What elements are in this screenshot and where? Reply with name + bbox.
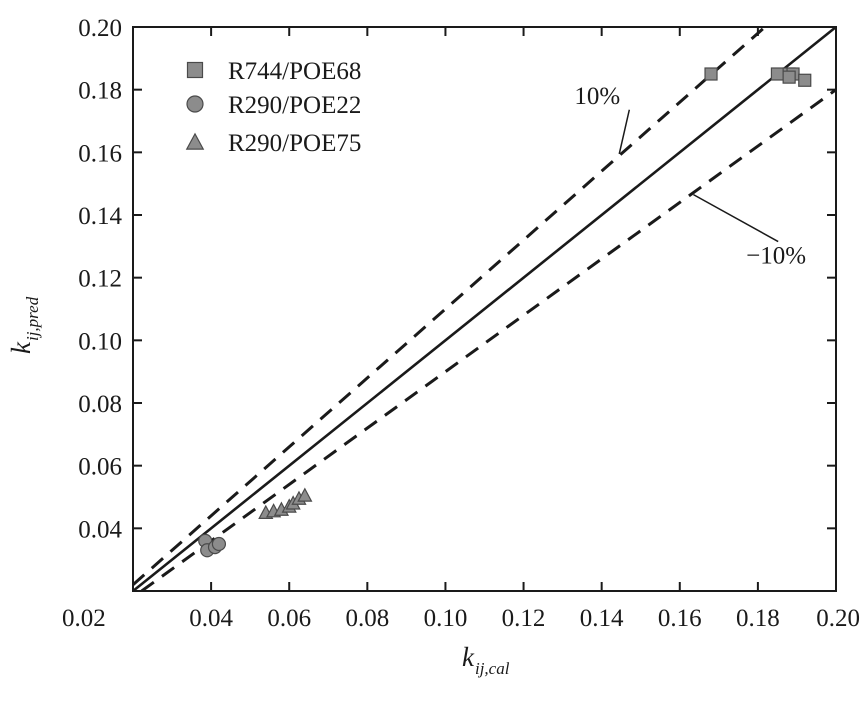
plot-frame [132, 26, 837, 592]
x-axis-title: kij,cal [462, 642, 510, 678]
annotation-label: −10% [746, 243, 806, 270]
reference-lines [133, 27, 836, 591]
x-tick-label: 0.14 [580, 605, 624, 632]
annotation-label: 10% [574, 83, 620, 110]
y-axis-title-main: k [6, 341, 36, 354]
legend-marker-triangle [185, 132, 205, 150]
x-axis-title-main: k [462, 642, 475, 672]
y-tick-label: 0.10 [78, 328, 122, 355]
x-tick-label: 0.06 [267, 605, 311, 632]
legend-label: R744/POE68 [228, 58, 361, 85]
x-tick-label: 0.16 [658, 605, 702, 632]
y-tick-label: 0.20 [78, 15, 122, 42]
tick-labels: 0.02 0.04 0.06 0.08 0.10 0.12 0.14 0.16 0.18 0.20… [62, 15, 860, 632]
point-square-0-1 [770, 67, 785, 81]
axis-ticks [132, 26, 837, 591]
y-tick-label: 0.18 [78, 78, 122, 105]
y-axis-title: kij,pred [6, 296, 42, 354]
y-tick-label: 0.16 [78, 140, 122, 167]
legend-label: R290/POE75 [228, 130, 361, 157]
x-tick-label: 0.04 [189, 605, 233, 632]
deviation-line-1 [133, 27, 766, 586]
annotations: 10% −10% [574, 83, 806, 270]
y-tick-label: 0.14 [78, 203, 122, 230]
point-square-0-4 [782, 70, 796, 84]
y-tick-label: 0.12 [78, 266, 122, 293]
x-tick-label: 0.12 [502, 605, 546, 632]
x-axis-title-sub: ij,cal [475, 659, 510, 678]
x-tick-label: 0.10 [424, 605, 468, 632]
x-tick-label: 0.18 [736, 605, 780, 632]
identity-line [133, 27, 836, 591]
legend-marker-circle [186, 95, 204, 113]
deviation-line-2 [140, 88, 836, 591]
annotation-pointer [618, 109, 631, 155]
x-tick-label: 0.08 [345, 605, 389, 632]
y-tick-label: 0.04 [78, 516, 122, 543]
x-tick-label: 0.20 [816, 605, 860, 632]
legend: R744/POE68 R290/POE22 R290/POE75 [185, 58, 361, 157]
point-triangle-2-6 [297, 487, 313, 502]
annotation-pointer [693, 193, 779, 243]
point-square-0-5 [798, 73, 812, 87]
x-tick-label: 0.02 [62, 605, 106, 632]
y-axis-title-sub: ij,pred [23, 296, 42, 341]
data-points [198, 67, 812, 558]
y-tick-label: 0.06 [78, 454, 122, 481]
legend-marker-square [186, 61, 204, 79]
y-tick-label: 0.08 [78, 391, 122, 418]
legend-label: R290/POE22 [228, 92, 361, 119]
point-circle-1-3 [211, 536, 227, 552]
point-square-0-0 [704, 67, 718, 81]
